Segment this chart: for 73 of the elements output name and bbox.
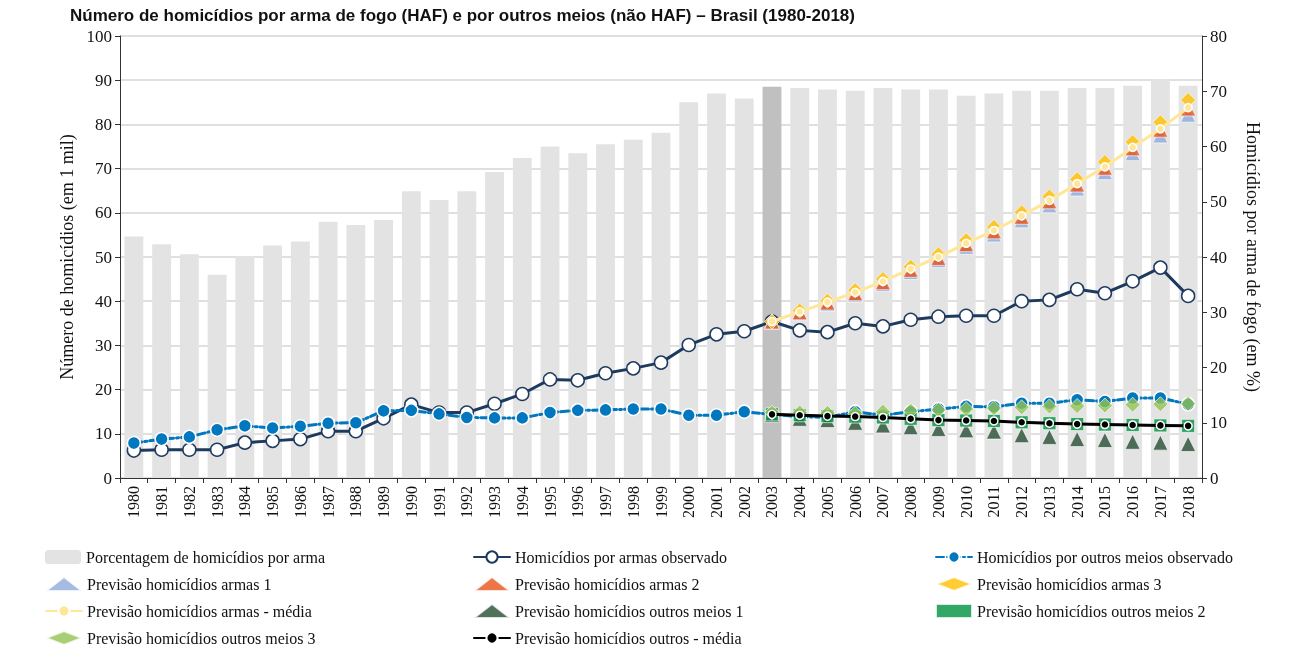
legend-label: Homicídios por armas observado [515,548,727,567]
legend-label: Previsão homicídios armas 2 [515,575,700,593]
x-tick-label: 1989 [375,486,393,518]
y2-tick-label: 80 [1210,26,1227,46]
x-tick-label: 1992 [458,486,476,518]
y-axis-title: Número de homicídios (em 1 mil) [56,134,78,380]
legend-label: Previsão homicídios armas - média [87,602,312,620]
y-tick-label: 40 [95,291,112,311]
legend-label: Homicídios por outros meios observado [977,548,1233,567]
y2-tick-label: 10 [1210,413,1227,433]
x-tick-label: 1983 [208,486,226,518]
y-tick-label: 50 [95,247,112,267]
y2-tick-label: 60 [1210,137,1227,156]
y2-tick-label: 50 [1210,192,1227,212]
y-tick-label: 90 [95,70,112,90]
y2-axis-title: Homicídios por arma de fogo (em %) [1242,122,1263,392]
y-tick-label: 100 [86,26,112,46]
x-tick-label: 1997 [597,486,615,518]
y-tick-label: 0 [103,468,112,488]
y-tick-label: 60 [95,203,112,223]
x-tick-label: 2006 [846,486,864,518]
x-tick-label: 2008 [902,486,920,518]
x-tick-label: 2011 [985,486,1003,518]
x-tick-label: 2015 [1096,486,1114,518]
legend-label: Previsão homicídios outros - média [515,629,742,647]
x-tick-label: 1982 [180,486,198,518]
x-tick-label: 2000 [680,486,698,518]
x-tick-label: 1996 [569,486,587,518]
x-tick-label: 1986 [291,486,309,518]
x-tick-label: 1995 [541,486,559,518]
x-tick-label: 1985 [264,486,282,518]
y-tick-label: 20 [95,380,112,400]
chart-title: Número de homicídios por arma de fogo (HAF) e por outros meios (não HAF) – Brasil (1980-2018) [70,6,855,25]
x-tick-label: 1993 [486,486,504,518]
x-tick-label: 2017 [1151,486,1169,518]
x-tick-label: 2002 [735,486,753,518]
x-tick-label: 2005 [818,486,836,518]
y-tick-label: 80 [95,114,112,134]
x-tick-label: 2001 [707,486,725,518]
x-tick-label: 2016 [1124,486,1142,518]
y-tick-label: 70 [95,159,112,179]
legend-label: Previsão homicídios armas 1 [87,575,272,593]
x-tick-label: 1981 [153,486,171,518]
legend-label: Previsão homicídios outros meios 2 [977,602,1206,620]
legend-label: Previsão homicídios armas 3 [977,575,1162,593]
x-tick-label: 1990 [402,486,420,518]
x-tick-label: 1994 [513,486,531,518]
x-tick-label: 1987 [319,486,337,518]
x-tick-label: 1999 [652,486,670,518]
y-tick-label: 30 [95,335,112,355]
y2-tick-label: 70 [1210,81,1227,101]
y2-tick-label: 30 [1210,302,1227,322]
legend-label: Previsão homicídios outros meios 1 [515,602,744,620]
x-tick-label: 1980 [125,486,143,518]
y2-tick-label: 40 [1210,247,1227,267]
x-tick-label: 2014 [1068,486,1086,518]
y-tick-label: 10 [95,424,112,444]
x-tick-label: 1988 [347,486,365,518]
y2-tick-label: 20 [1210,358,1227,377]
x-tick-label: 2010 [957,486,975,518]
legend-label: Porcentagem de homicídios por arma [86,548,326,567]
x-tick-label: 2009 [929,486,947,518]
x-tick-label: 2004 [791,486,809,518]
x-tick-label: 1991 [430,486,448,518]
x-tick-label: 2013 [1040,486,1058,518]
x-tick-label: 2018 [1179,486,1197,518]
x-tick-label: 2012 [1013,486,1031,518]
x-tick-label: 2003 [763,486,781,518]
x-tick-label: 2007 [874,486,892,518]
legend-label: Previsão homicídios outros meios 3 [87,629,316,647]
x-tick-label: 1998 [624,486,642,518]
x-tick-label: 1984 [236,486,254,518]
y2-tick-label: 0 [1210,468,1219,488]
